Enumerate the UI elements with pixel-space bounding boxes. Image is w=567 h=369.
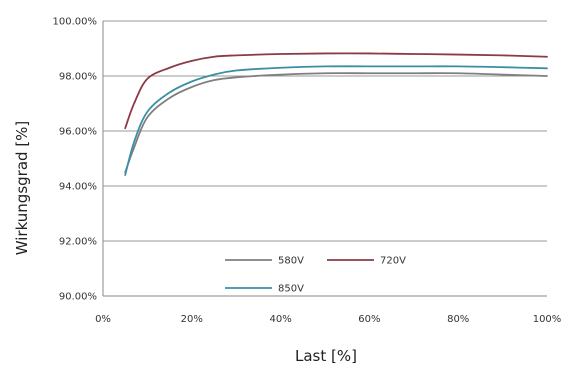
legend: 580V 720V 850V (225, 256, 406, 295)
x-tick-label: 40% (269, 314, 291, 325)
y-tick-label: 100.00% (53, 17, 98, 28)
y-axis-tick-labels: 90.00% 92.00% 94.00% 96.00% 98.00% 100.00% (53, 17, 98, 303)
x-tick-label: 20% (181, 314, 203, 325)
series-line-580v (124, 72, 548, 174)
axes (102, 21, 547, 297)
y-tick-label: 92.00% (59, 237, 97, 248)
legend-label-720v: 720V (380, 256, 406, 267)
series-lines (124, 52, 548, 176)
grid-lines (103, 20, 547, 297)
y-tick-label: 94.00% (59, 182, 97, 193)
x-tick-label: 100% (533, 314, 562, 325)
x-tick-label: 0% (95, 314, 111, 325)
y-tick-label: 96.00% (59, 127, 97, 138)
y-tick-label: 90.00% (59, 292, 97, 303)
x-tick-label: 80% (447, 314, 469, 325)
y-tick-label: 98.00% (59, 72, 97, 83)
series-line-850v (124, 65, 548, 176)
x-tick-label: 60% (358, 314, 380, 325)
legend-label-580v: 580V (278, 256, 304, 267)
y-axis-title: Wirkungsgrad [%] (13, 121, 31, 256)
legend-label-850v: 850V (278, 284, 304, 295)
series-line-720v (124, 52, 548, 130)
x-axis-tick-labels: 0% 20% 40% 60% 80% 100% (95, 314, 561, 325)
x-axis-title: Last [%] (295, 347, 357, 365)
